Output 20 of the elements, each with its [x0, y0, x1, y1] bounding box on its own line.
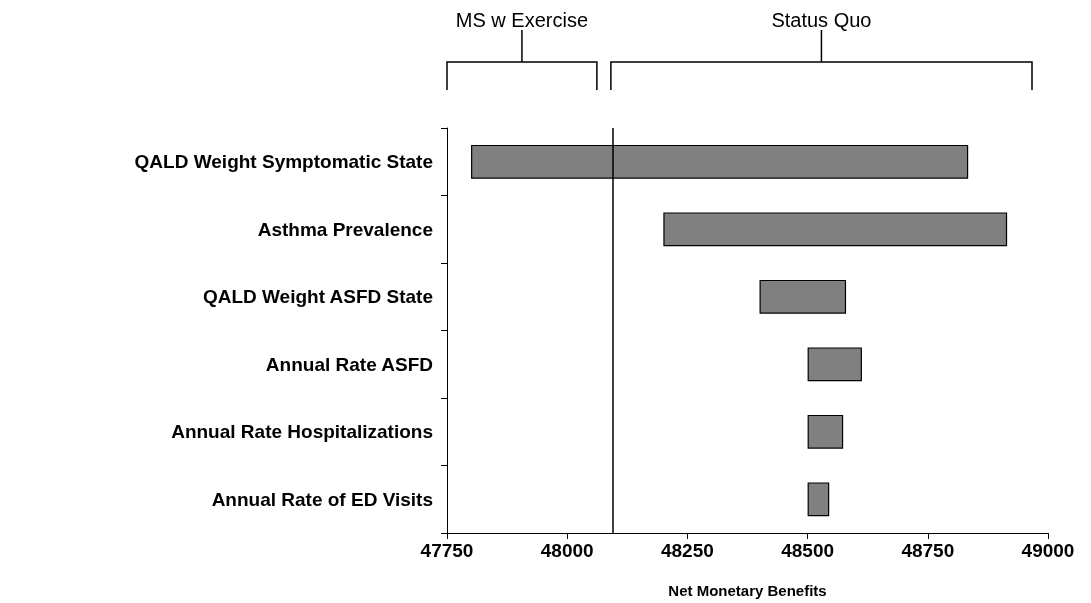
x-tick-label: 48750 [901, 540, 955, 561]
x-tick-label: 48500 [781, 540, 835, 561]
y-tick-label: Annual Rate of ED Visits [211, 488, 433, 510]
y-tick-label: Annual Rate ASFD [265, 353, 433, 375]
bar [807, 414, 844, 449]
bar [807, 347, 862, 382]
x-tick-label: 47750 [420, 540, 474, 561]
x-tick-label: 49000 [1021, 540, 1075, 561]
x-tick-label: 48000 [540, 540, 594, 561]
x-tick-label: 48250 [660, 540, 714, 561]
text: MS w Exercise [455, 9, 589, 31]
bar [759, 279, 847, 314]
text: Status Quo [771, 9, 872, 31]
x-axis-title: Net Monetary Benefits [668, 582, 827, 599]
bar [807, 482, 830, 517]
y-tick-label: QALD Weight ASFD State [202, 286, 433, 308]
y-tick-label: Asthma Prevalence [257, 218, 433, 240]
y-tick-label: QALD Weight Symptomatic State [134, 151, 433, 173]
y-tick-label: Annual Rate Hospitalizations [171, 421, 433, 443]
bar [663, 212, 1008, 247]
